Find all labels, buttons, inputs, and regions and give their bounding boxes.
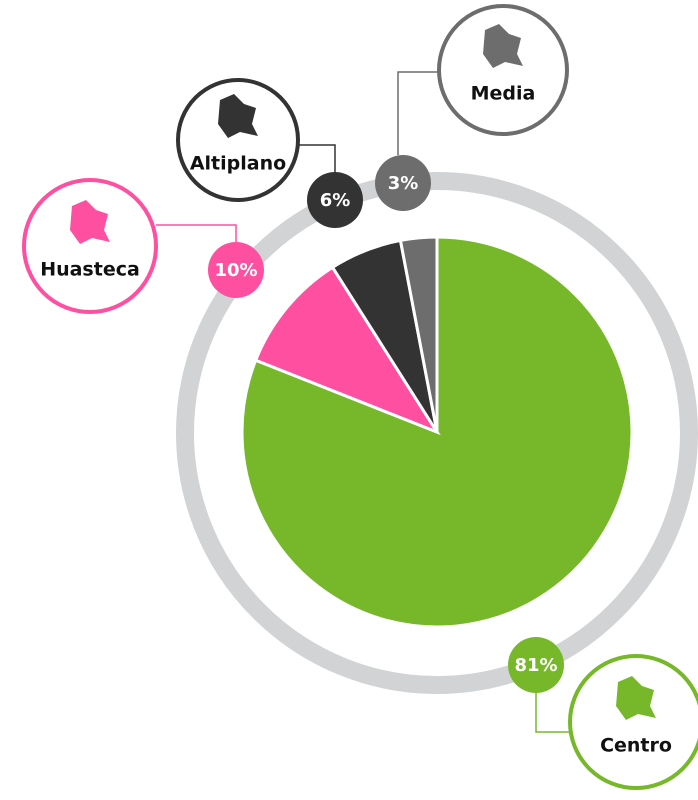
- region-circle: [176, 78, 300, 202]
- outer-ring: [176, 172, 698, 694]
- pie-slice: [398, 235, 439, 433]
- region-circle: [22, 178, 158, 314]
- percent-badge: [375, 155, 431, 211]
- region-icon: [616, 676, 656, 720]
- region-icon: [483, 24, 523, 68]
- connector: [535, 693, 570, 733]
- percent-label: 81%: [514, 655, 557, 676]
- percent-badge: [508, 637, 564, 693]
- region-circle: [568, 654, 698, 790]
- region-label: Media: [471, 83, 536, 105]
- region-icon: [218, 94, 258, 138]
- region-label: Centro: [600, 735, 672, 757]
- percent-badge: [208, 242, 264, 298]
- region-label: Huasteca: [40, 259, 140, 281]
- percent-label: 6%: [320, 190, 351, 211]
- connector: [397, 71, 439, 155]
- percent-label: 3%: [388, 173, 419, 194]
- connector: [156, 224, 237, 242]
- percent-label: 10%: [214, 260, 257, 281]
- region-circle: [437, 4, 569, 136]
- pie-slice: [253, 265, 441, 436]
- region-label: Altiplano: [190, 153, 286, 175]
- region-icon: [70, 200, 110, 244]
- percent-badge: [307, 172, 363, 228]
- connector: [298, 144, 336, 172]
